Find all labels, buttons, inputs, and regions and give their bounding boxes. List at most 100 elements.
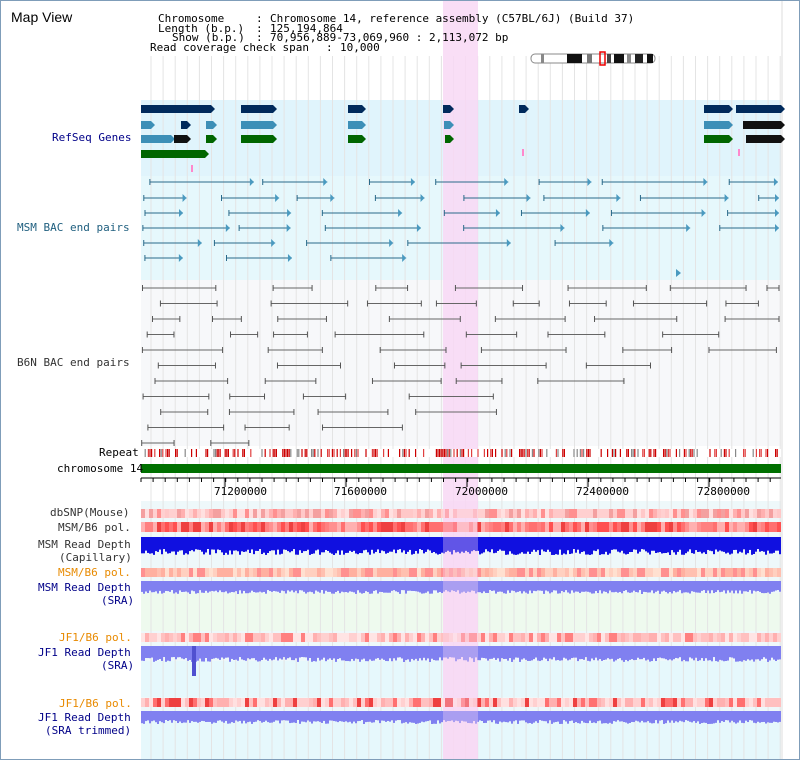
read-depth-bar <box>681 646 683 662</box>
read-depth-bar <box>719 537 721 551</box>
track-label-msm-read-depth-sra[interactable]: MSM Read Depth <box>38 581 131 594</box>
msm-pol-cell <box>529 522 533 532</box>
read-depth-bar <box>369 537 371 555</box>
jf1-pol-trim-cell <box>437 698 441 707</box>
read-depth-bar <box>711 711 713 724</box>
read-depth-bar <box>305 711 307 723</box>
read-depth-bar <box>391 646 393 662</box>
read-depth-bar <box>521 581 523 594</box>
read-depth-bar <box>573 581 575 593</box>
jf1-pol-trim-cell <box>613 698 617 707</box>
jf1-pol-trim-cell <box>581 698 585 707</box>
track-label-jf1-read-depth[interactable]: JF1 Read Depth <box>38 646 131 659</box>
read-depth-bar <box>747 646 749 660</box>
read-depth-bar <box>193 581 195 592</box>
track-label-jf1-b6-pol[interactable]: JF1/B6 pol. <box>59 631 132 644</box>
read-depth-bar <box>383 581 385 593</box>
read-depth-bar <box>479 581 481 593</box>
read-depth-bar <box>377 711 379 721</box>
jf1-pol-trim-cell <box>721 698 725 707</box>
jf1-pol-trim-cell <box>769 698 773 707</box>
dbsnp-cell <box>701 509 705 518</box>
read-depth-bar <box>297 581 299 594</box>
msm-pol-cell <box>157 522 161 532</box>
track-label-dbsnp[interactable]: dbSNP(Mouse) <box>50 506 130 519</box>
jf1-pol-cell <box>261 633 265 642</box>
read-depth-bar <box>397 711 399 721</box>
read-depth-bar <box>721 537 723 552</box>
repeat-element <box>522 449 524 457</box>
msm-pol-sra-cell <box>673 568 677 577</box>
jf1-pol-cell <box>509 633 513 642</box>
jf1-pol-trim-cell <box>421 698 425 707</box>
track-label-repeat[interactable]: Repeat <box>99 446 139 459</box>
jf1-pol-cell <box>729 633 733 642</box>
track-label-msm-b6-pol-sra[interactable]: MSM/B6 pol. <box>58 566 131 579</box>
track-label-msm-b6-pol[interactable]: MSM/B6 pol. <box>58 521 131 534</box>
read-depth-bar <box>497 646 499 659</box>
track-label-refseq[interactable]: RefSeq Genes <box>52 131 132 144</box>
gene-strand-arrow <box>362 135 366 143</box>
read-depth-bar <box>403 711 405 723</box>
msm-pol-sra-cell <box>397 568 401 577</box>
read-depth-bar <box>143 646 145 661</box>
read-depth-bar <box>619 646 621 659</box>
msm-pol-sra-cell <box>277 568 281 577</box>
jf1-pol-trim-cell <box>337 698 341 707</box>
read-depth-bar <box>171 711 173 723</box>
msm-pol-cell <box>693 522 697 532</box>
repeat-element <box>528 449 530 457</box>
read-depth-bar <box>305 581 307 594</box>
dbsnp-cell <box>393 509 397 518</box>
read-depth-bar <box>217 646 219 659</box>
jf1-pol-trim-cell <box>453 698 457 707</box>
track-label-b6n-bac[interactable]: B6N BAC end pairs <box>17 356 130 369</box>
repeat-element <box>634 449 636 457</box>
read-depth-bar <box>495 711 497 724</box>
jf1-pol-trim-cell <box>333 698 337 707</box>
read-depth-bar <box>511 537 513 554</box>
track-label-msm-bac[interactable]: MSM BAC end pairs <box>17 221 130 234</box>
read-depth-bar <box>691 711 693 723</box>
repeat-element <box>354 449 356 457</box>
jf1-pol-trim-cell <box>681 698 685 707</box>
read-depth-bar <box>163 581 165 593</box>
bac-end-arrow <box>686 224 691 232</box>
track-label-jf1-b6-pol-trim[interactable]: JF1/B6 pol. <box>59 697 132 710</box>
read-depth-bar <box>695 581 697 593</box>
read-depth-bar <box>743 711 745 724</box>
bac-end-arrow <box>701 209 706 217</box>
read-depth-bar <box>285 711 287 721</box>
bac-end-arrow <box>724 194 729 202</box>
track-label-jf1-read-depth-trim[interactable]: JF1 Read Depth <box>38 711 131 724</box>
read-depth-bar <box>197 537 199 550</box>
read-depth-bar <box>649 581 651 593</box>
msm-pol-sra-cell <box>529 568 533 577</box>
jf1-pol-cell <box>421 633 425 642</box>
read-depth-bar <box>667 711 669 721</box>
read-depth-bar <box>619 711 621 722</box>
read-depth-bar <box>645 581 647 593</box>
read-depth-bar <box>771 646 773 658</box>
read-depth-bar <box>175 537 177 555</box>
track-label-msm-read-depth-cap[interactable]: MSM Read Depth <box>38 538 131 551</box>
read-depth-bar <box>323 581 325 594</box>
read-depth-bar <box>641 711 643 721</box>
read-depth-bar <box>213 646 215 659</box>
msm-pol-sra-cell <box>501 568 505 577</box>
dbsnp-cell <box>633 509 637 518</box>
jf1-pol-trim-cell <box>357 698 361 707</box>
read-depth-bar <box>531 581 533 594</box>
read-depth-bar <box>147 646 149 659</box>
read-depth-bar <box>735 646 737 662</box>
read-depth-bar <box>461 711 463 721</box>
length-key: Length (b.p.) <box>158 22 245 35</box>
jf1-pol-cell <box>613 633 617 642</box>
read-depth-bar <box>727 581 729 591</box>
read-depth-bar <box>661 581 663 592</box>
read-depth-bar <box>557 711 559 722</box>
dbsnp-cell <box>217 509 221 518</box>
msm-pol-sra-cell <box>349 568 353 577</box>
read-depth-bar <box>245 646 247 661</box>
